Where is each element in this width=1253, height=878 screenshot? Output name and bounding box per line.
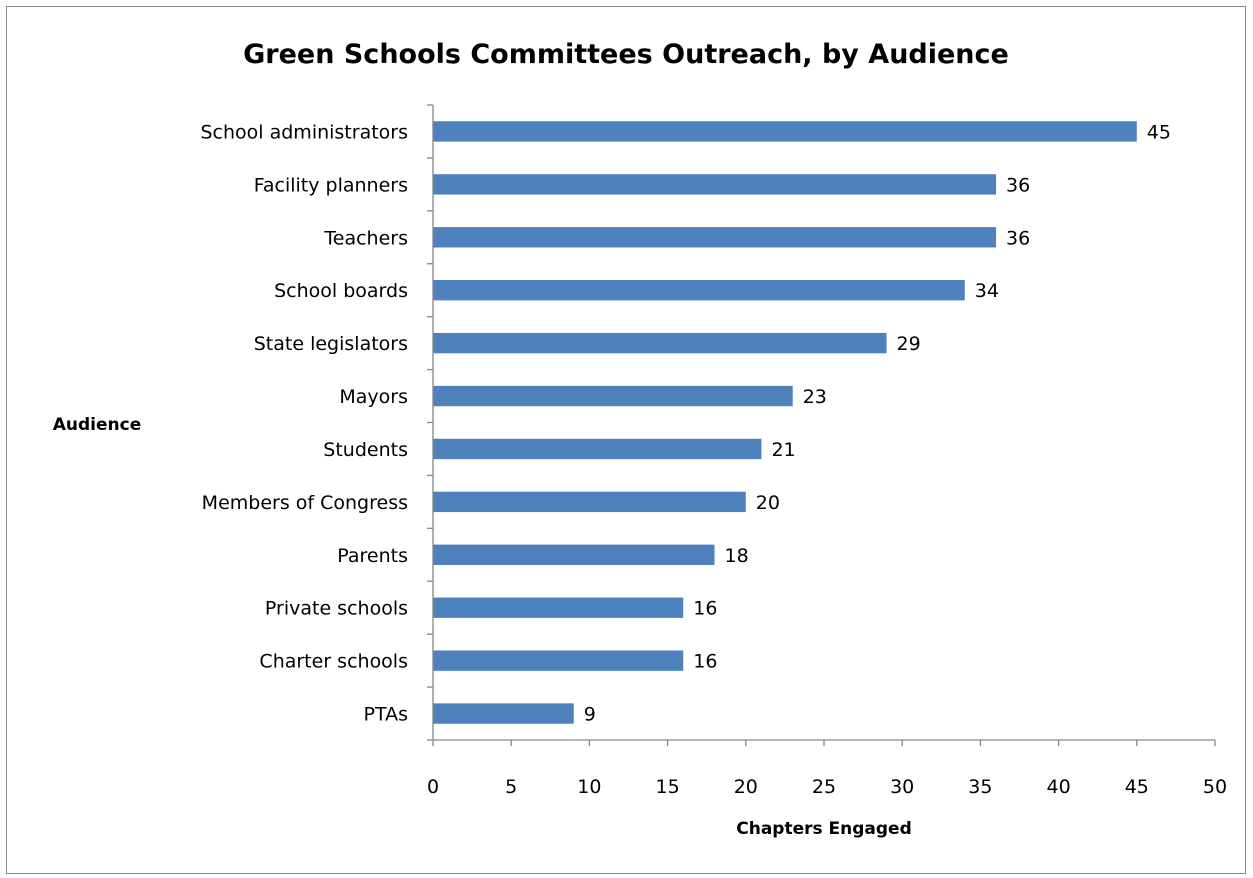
x-tick-label: 20 [734,776,758,798]
x-tick-label: 45 [1125,776,1149,798]
plot-area: School administrators 45 Facility planners… [200,104,1227,798]
bar [433,280,965,301]
data-label: 23 [803,386,827,408]
bar [433,491,746,513]
x-tick-label: 25 [812,776,836,798]
category-label: Parents [337,545,408,567]
category-label: Private schools [265,598,408,620]
data-label: 18 [725,545,749,567]
data-label: 36 [1006,227,1030,249]
x-tick-label: 5 [505,776,517,798]
x-tick-label: 50 [1203,776,1227,798]
x-tick-label: 10 [577,776,601,798]
bar [433,544,715,565]
x-axis-title: Chapters Engaged [736,819,912,839]
x-tick-label: 30 [890,776,914,798]
data-label: 45 [1147,121,1171,143]
category-label: Students [323,439,408,461]
bar [433,121,1137,142]
x-tick-label: 15 [656,776,680,798]
data-label: 29 [897,333,921,355]
category-label: School administrators [200,121,408,143]
category-label: School boards [274,280,408,302]
data-label: 36 [1006,174,1030,196]
category-label: State legislators [254,333,408,355]
x-tick-label: 0 [427,776,439,798]
x-tick-label: 40 [1047,776,1071,798]
category-label: PTAs [364,704,409,726]
bar [433,438,762,460]
data-label: 9 [584,704,596,726]
x-tick-label: 35 [968,776,992,798]
bar [433,174,997,195]
data-label: 16 [693,651,717,673]
chart-title: Green Schools Committees Outreach, by Au… [243,39,1009,70]
bar [433,703,574,724]
data-label: 16 [693,598,717,620]
category-label: Members of Congress [202,492,408,514]
y-axis-title: Audience [53,415,142,435]
bar [433,227,997,248]
category-label: Charter schools [259,651,408,673]
bar [433,650,684,671]
bar [433,332,887,354]
data-label: 21 [771,439,795,461]
category-label: Teachers [323,227,408,249]
data-label: 34 [975,280,999,302]
bar [433,597,684,618]
bar [433,385,793,407]
data-label: 20 [756,492,780,514]
category-label: Facility planners [254,174,408,196]
category-label: Mayors [339,386,408,408]
